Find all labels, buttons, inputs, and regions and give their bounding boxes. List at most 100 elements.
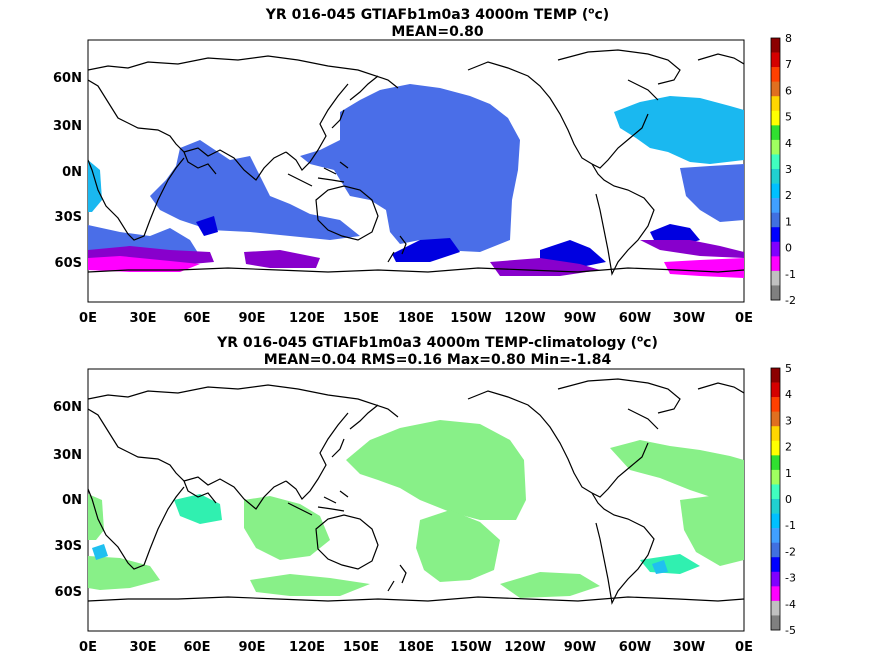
colorbar-swatch	[771, 586, 780, 602]
panel2-stats: MEAN=0.04 RMS=0.16 Max=0.80 Min=-1.84	[263, 351, 612, 368]
panel2-southern-field-2	[500, 572, 600, 598]
lon-label: 180E	[398, 640, 434, 655]
panel1-magenta-1	[88, 256, 200, 272]
lon-label: 0E	[735, 311, 753, 326]
colorbar-swatch	[771, 81, 780, 97]
colorbar-tick-label: 1	[785, 215, 792, 228]
lon-label: 30W	[673, 311, 705, 326]
panel2-title-line1: YR 016-045 GTIAFb1m0a3 4000m TEMP-climat…	[217, 334, 658, 351]
colorbar-swatch	[771, 615, 780, 631]
colorbar-swatch	[771, 241, 780, 257]
lat-label: 60S	[55, 256, 82, 271]
colorbar-tick-label: -2	[785, 545, 796, 558]
colorbar-swatch	[771, 256, 780, 272]
lat-label: 30N	[53, 448, 82, 463]
lon-label: 60W	[619, 311, 651, 326]
colorbar-tick-label: -1	[785, 268, 796, 281]
lat-label: 60N	[53, 71, 82, 86]
colorbar-tick-label: 5	[785, 362, 792, 375]
panel2-title: YR 016-045 GTIAFb1m0a3 4000m TEMP-climat…	[0, 331, 875, 369]
colorbar-tick-label: 2	[785, 189, 792, 202]
colorbar-swatch	[771, 411, 780, 427]
panel1-title-line1: YR 016-045 GTIAFb1m0a3 4000m TEMP (oc)	[265, 6, 610, 23]
lon-label: 150W	[450, 640, 491, 655]
lon-label: 60E	[184, 311, 211, 326]
panel2-lat-labels: 60N 30N 0N 30S 60S	[53, 400, 82, 600]
panel1-atlantic-field	[614, 96, 744, 164]
panel1-stats: MEAN=0.80	[391, 23, 484, 40]
lon-label: 120W	[504, 311, 545, 326]
colorbar-swatch	[771, 154, 780, 170]
lat-label: 30S	[55, 539, 82, 554]
lon-label: 60W	[619, 640, 651, 655]
colorbar-tick-label: 1	[785, 467, 792, 480]
colorbar-tick-label: 4	[785, 137, 792, 150]
panel1-purple-band-4	[640, 240, 744, 258]
lon-label: 150E	[343, 311, 379, 326]
panel1-pacific-field	[300, 84, 520, 252]
panel1-lat-labels: 60N 30N 0N 30S 60S	[53, 71, 82, 271]
colorbar-frame	[770, 37, 781, 301]
colorbar-frame	[770, 367, 781, 631]
colorbar-swatch	[771, 513, 780, 529]
colorbar-swatch	[771, 368, 780, 383]
colorbar-swatch	[771, 67, 780, 82]
lat-label: 0N	[62, 165, 82, 180]
panel1-colorbar: 8 7 6 5 4 3 2 1 0 -1 -2	[770, 32, 796, 307]
panel2-west-field	[88, 494, 104, 540]
colorbar-swatch	[771, 52, 780, 68]
lat-label: 60S	[55, 585, 82, 600]
colorbar-swatch	[771, 426, 780, 442]
colorbar-swatch	[771, 469, 780, 485]
panel1-atlantic-south-field	[680, 164, 744, 222]
colorbar-tick-label: 0	[785, 242, 792, 255]
lon-label: 30E	[130, 311, 157, 326]
colorbar-swatch	[771, 557, 780, 573]
panel1-deep-patch-1	[392, 238, 460, 262]
colorbar-swatch	[771, 600, 780, 616]
colorbar-swatch	[771, 212, 780, 228]
panel1-magenta-2	[664, 258, 744, 278]
colorbar-swatch	[771, 38, 780, 53]
colorbar-swatch	[771, 169, 780, 184]
panel2-fields	[88, 378, 744, 604]
panel2-map	[87, 368, 745, 632]
panel1-deep-patch-4	[196, 216, 218, 236]
panel2-lon-labels: 0E 30E 60E 90E 120E 150E 180E 150W 120W …	[79, 640, 753, 655]
lon-label: 150W	[450, 311, 491, 326]
colorbar-tick-label: 2	[785, 441, 792, 454]
colorbar-swatch	[771, 139, 780, 155]
lon-label: 120E	[289, 311, 325, 326]
panel1-west-atlantic-field	[88, 160, 102, 212]
panel2-southern-field-1	[250, 574, 370, 596]
lon-label: 0E	[735, 640, 753, 655]
colorbar-tick-label: 3	[785, 163, 792, 176]
panel2-cyan-patch-2	[652, 560, 668, 574]
colorbar-swatch	[771, 125, 780, 141]
colorbar-tick-label: 8	[785, 32, 792, 45]
panel2-colorbar: 5 4 3 2 1 0 -1 -2 -3 -4 -5	[770, 362, 796, 637]
colorbar-swatch	[771, 227, 780, 243]
lat-label: 0N	[62, 493, 82, 508]
colorbar-tick-label: 3	[785, 414, 792, 427]
lon-label: 120E	[289, 640, 325, 655]
colorbar-tick-label: 5	[785, 111, 792, 124]
panel2-indian-field	[244, 496, 330, 560]
colorbar-tick-label: -1	[785, 519, 796, 532]
lon-label: 90E	[239, 640, 266, 655]
panel1-purple-band-2	[244, 250, 320, 268]
lon-label: 180E	[398, 311, 434, 326]
colorbar-swatch	[771, 484, 780, 500]
colorbar-tick-label: -4	[785, 598, 796, 611]
colorbar-swatch	[771, 198, 780, 213]
panel2-atlantic-field-2	[680, 496, 744, 566]
colorbar-tick-label: -2	[785, 294, 796, 307]
colorbar-swatch	[771, 183, 780, 199]
colorbar-swatch	[771, 528, 780, 543]
colorbar-swatch	[771, 571, 780, 587]
lon-label: 30W	[673, 640, 705, 655]
colorbar-swatch	[771, 382, 780, 398]
colorbar-tick-label: 7	[785, 58, 792, 71]
panel2-cyan-patch-1	[92, 544, 108, 560]
